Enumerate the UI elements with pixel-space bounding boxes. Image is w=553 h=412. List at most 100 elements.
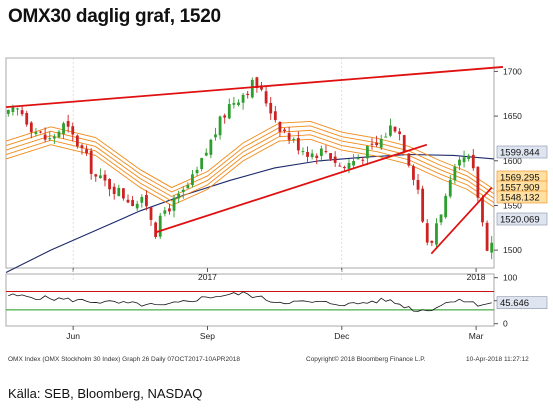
candle-body xyxy=(168,208,171,212)
band-line xyxy=(5,138,495,208)
candle-body xyxy=(430,240,434,243)
value-label: 1599.844 xyxy=(500,148,540,159)
value-label-box xyxy=(496,212,548,226)
candle-body xyxy=(306,151,309,157)
candle-body xyxy=(11,107,15,112)
value-label: 1520.069 xyxy=(500,215,540,226)
candle-body xyxy=(435,223,438,245)
footer-index-info: OMX Index (OMX Stockholm 30 Index) Graph… xyxy=(8,356,240,363)
band-line xyxy=(5,134,495,204)
candle-body xyxy=(324,151,328,153)
x-tick-label: Dec xyxy=(334,331,350,341)
candle-body xyxy=(416,180,420,190)
year-label: 2017 xyxy=(198,272,217,282)
value-label: 1557.909 xyxy=(500,183,540,194)
candle-body xyxy=(117,187,121,197)
candle-body xyxy=(402,135,406,153)
candle-body xyxy=(108,179,111,190)
rsi-value-label: 45.646 xyxy=(500,298,529,309)
chart-title: OMX30 daglig graf, 1520 xyxy=(8,6,221,27)
y-tick-label: 1650 xyxy=(503,111,522,121)
candle-body xyxy=(490,242,494,253)
candle-body xyxy=(448,179,452,197)
candle-body xyxy=(246,93,250,96)
candle-body xyxy=(43,134,47,140)
footer-timestamp: 10-Apr-2018 11:27:12 xyxy=(466,356,529,363)
candle-body xyxy=(319,148,323,156)
candle-body xyxy=(379,138,383,148)
candle-body xyxy=(458,159,461,166)
candle-body xyxy=(20,110,24,115)
candle-body xyxy=(347,163,351,169)
candle-body xyxy=(75,135,79,147)
candle-body xyxy=(462,157,466,163)
candle-body xyxy=(333,156,337,163)
candle-body xyxy=(145,194,148,207)
candle-body xyxy=(34,132,38,134)
trendline xyxy=(5,66,504,109)
candle-body xyxy=(241,94,245,103)
candle-body xyxy=(85,149,88,154)
candle-body xyxy=(485,222,489,251)
band-line xyxy=(5,129,495,199)
candle-body xyxy=(177,193,181,199)
candle-body xyxy=(52,136,56,139)
candle-body xyxy=(112,186,116,194)
rsi-value-box xyxy=(496,296,548,309)
candle-body xyxy=(71,126,75,135)
candle-body xyxy=(393,126,397,132)
candle-body xyxy=(200,157,204,169)
candle-body xyxy=(292,138,296,140)
candle-body xyxy=(476,166,480,198)
rsi-y-tick-label: 100 xyxy=(503,273,517,283)
candle-body xyxy=(154,222,158,237)
candle-body xyxy=(121,188,125,199)
candle-body xyxy=(283,129,286,132)
candle-body xyxy=(255,77,259,89)
candle-body xyxy=(384,136,388,138)
candle-body xyxy=(471,154,475,169)
candle-body xyxy=(195,169,199,174)
candle-body xyxy=(80,145,84,149)
candle-body xyxy=(389,125,392,136)
y-tick-label: 1550 xyxy=(503,200,522,210)
candle-body xyxy=(425,223,429,243)
y-tick-label: 1700 xyxy=(503,66,522,76)
candle-body xyxy=(131,200,135,207)
candle-body xyxy=(315,155,319,158)
candle-body xyxy=(237,102,240,106)
candle-body xyxy=(218,116,222,136)
candle-body xyxy=(375,142,379,146)
candle-body xyxy=(342,167,346,169)
candle-body xyxy=(172,197,176,211)
candle-body xyxy=(57,131,61,138)
candle-body xyxy=(66,121,70,127)
candle-body xyxy=(407,153,411,166)
candle-body xyxy=(398,131,402,135)
source-credit: Källa: SEB, Bloomberg, NASDAQ xyxy=(8,386,203,401)
x-tick-label: Sep xyxy=(200,331,215,341)
trendline xyxy=(155,143,428,234)
candle-body xyxy=(89,150,93,174)
candle-body xyxy=(370,143,374,145)
candle-body xyxy=(163,210,167,214)
candle-body xyxy=(260,85,263,90)
candle-body xyxy=(301,151,305,153)
candle-body xyxy=(204,152,208,156)
rsi-panel xyxy=(5,273,495,327)
candle-body xyxy=(25,112,29,125)
candle-body xyxy=(39,131,42,133)
candle-body xyxy=(278,121,282,132)
candle-body xyxy=(126,199,130,203)
candle-body xyxy=(264,91,268,104)
candle-body xyxy=(356,158,360,160)
value-label: 1569.295 xyxy=(500,173,540,184)
candle-body xyxy=(421,188,425,222)
candle-body xyxy=(103,174,107,181)
candle-body xyxy=(209,139,213,155)
candle-body xyxy=(223,115,227,118)
candle-body xyxy=(62,123,65,134)
price-panel xyxy=(5,57,495,269)
candle-body xyxy=(329,153,332,159)
